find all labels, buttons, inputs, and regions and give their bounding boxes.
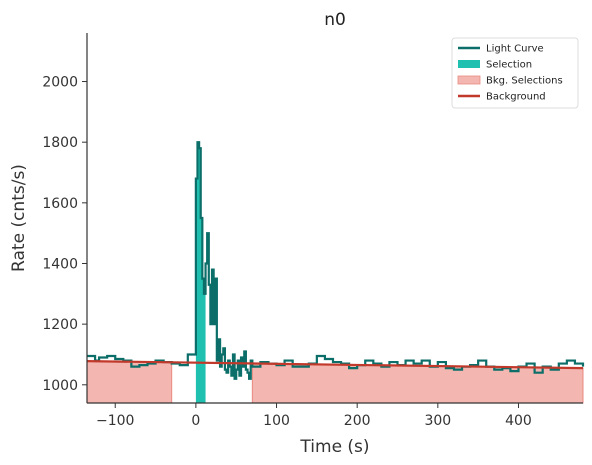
chart-title: n0: [324, 10, 346, 30]
x-tick-label: 400: [505, 413, 532, 429]
legend-swatch-1: [458, 60, 480, 68]
y-tick-label: 2000: [42, 75, 78, 91]
bkg-selection-region-0: [86, 360, 173, 404]
x-axis-label: Time (s): [299, 437, 369, 457]
x-tick-label: 200: [344, 413, 371, 429]
x-tick-label: −100: [96, 413, 134, 429]
legend-label-0: Light Curve: [486, 44, 544, 55]
legend-box: [451, 37, 579, 109]
legend-label-3: Background: [486, 92, 546, 103]
y-axis-label: Rate (cnts/s): [9, 164, 29, 272]
selection-region: [195, 142, 206, 403]
x-tick-label: 300: [424, 413, 451, 429]
y-tick-label: 1600: [42, 196, 78, 212]
x-tick-label: 0: [191, 413, 200, 429]
y-tick-label: 1000: [42, 378, 78, 394]
x-tick-label: 100: [263, 413, 290, 429]
ticks: −100 0 100 200 300 400 1000 1200 1400 1600 1800 200…: [42, 75, 531, 429]
y-tick-label: 1400: [42, 256, 78, 272]
axes: [86, 33, 583, 404]
bkg-selection-region-1: [251, 362, 584, 404]
selection-layer: [195, 142, 206, 403]
y-tick-label: 1800: [42, 135, 78, 151]
legend: Light Curve Selection Bkg. Selections Backg…: [451, 37, 579, 109]
background-fit-line: [86, 360, 584, 370]
legend-label-2: Bkg. Selections: [486, 76, 563, 87]
light-curve-layer: [87, 141, 585, 380]
background-fit-layer: [86, 360, 584, 370]
y-tick-label: 1200: [42, 317, 78, 333]
light-curve-line: [87, 141, 585, 380]
legend-label-1: Selection: [486, 60, 532, 71]
legend-swatch-2: [457, 75, 481, 85]
